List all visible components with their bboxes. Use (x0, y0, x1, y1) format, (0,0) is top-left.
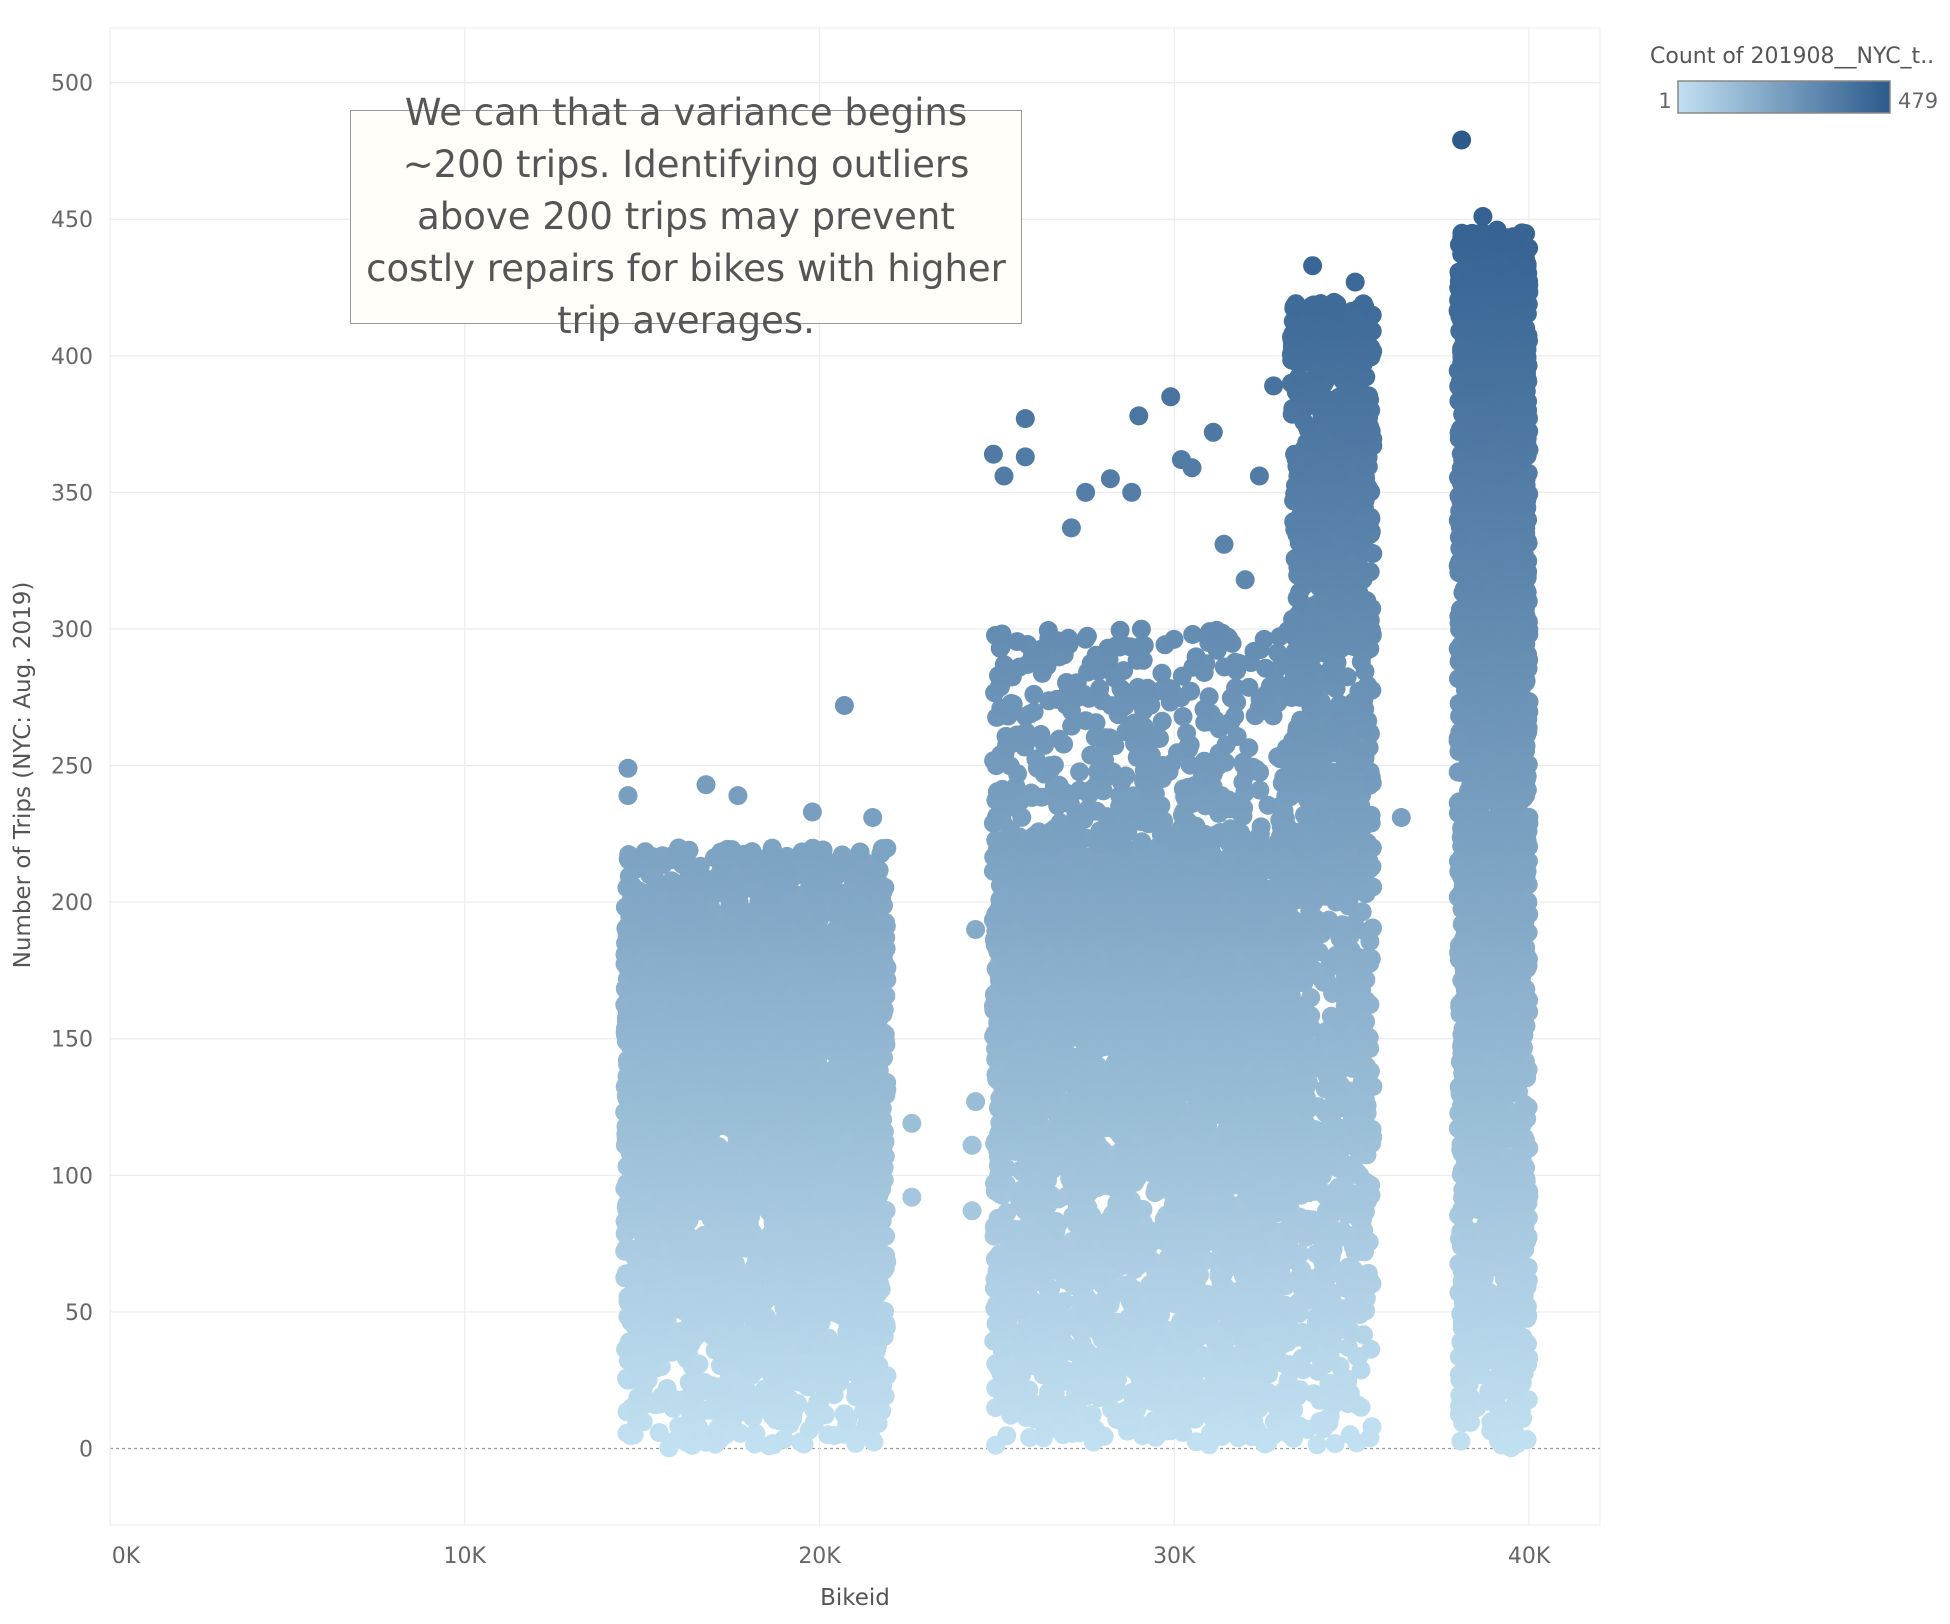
data-point (1340, 1425, 1360, 1445)
data-points (615, 223, 1539, 1458)
data-point (1082, 1405, 1102, 1424)
data-point (649, 1423, 669, 1443)
data-point (1325, 1434, 1345, 1454)
data-point (663, 1431, 683, 1451)
data-point (657, 1379, 677, 1398)
data-point (1101, 1399, 1121, 1419)
data-point (1292, 1348, 1312, 1368)
data-point (691, 1372, 711, 1392)
data-point (835, 1404, 855, 1424)
data-point (774, 1429, 794, 1449)
data-point (1307, 1435, 1327, 1455)
data-point (997, 1426, 1017, 1446)
data-point (1144, 1410, 1164, 1430)
data-point (1186, 1432, 1206, 1452)
data-point (1451, 1431, 1471, 1451)
data-point (1020, 1428, 1040, 1447)
data-point (746, 1424, 766, 1443)
data-point (1362, 1417, 1382, 1437)
data-point (1361, 1339, 1381, 1359)
data-point (818, 1425, 838, 1445)
